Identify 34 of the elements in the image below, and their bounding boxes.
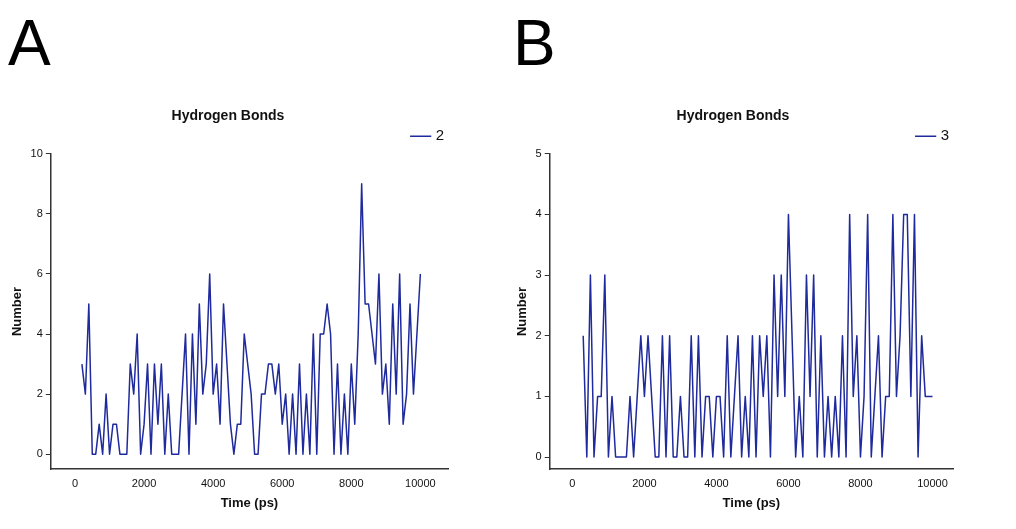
y-axis-title: Number xyxy=(9,286,25,337)
y-tick-label: 4 xyxy=(535,207,542,220)
x-tick-label: 4000 xyxy=(200,476,226,489)
y-tick-label: 5 xyxy=(535,146,542,159)
x-tick-label: 10000 xyxy=(917,476,948,489)
y-tick-label: 0 xyxy=(36,447,43,460)
text: B xyxy=(513,7,557,81)
x-tick-label: 8000 xyxy=(339,476,364,489)
legend-label: 3 xyxy=(940,126,949,144)
x-axis-title: Time (ps) xyxy=(722,494,781,510)
y-tick-label: 3 xyxy=(535,268,542,281)
y-tick-label: 2 xyxy=(535,328,542,341)
legend-label: 2 xyxy=(435,126,444,144)
text: A xyxy=(8,7,52,81)
x-tick-label: 10000 xyxy=(405,476,436,489)
y-tick-label: 8 xyxy=(36,206,43,219)
y-axis-title: Number xyxy=(514,286,530,337)
chart-title: Hydrogen Bonds xyxy=(676,107,790,124)
y-tick-label: 2 xyxy=(36,387,43,400)
x-tick-label: 0 xyxy=(569,476,576,489)
y-tick-label: 1 xyxy=(535,389,542,402)
x-tick-label: 2000 xyxy=(632,476,657,489)
x-tick-label: 0 xyxy=(71,476,79,489)
x-axis-title: Time (ps) xyxy=(220,494,279,510)
y-tick-label: 6 xyxy=(36,266,43,279)
x-tick-label: 6000 xyxy=(776,476,801,489)
x-tick-label: 2000 xyxy=(131,476,157,489)
x-tick-label: 8000 xyxy=(848,476,873,489)
y-tick-label: 0 xyxy=(535,450,542,463)
x-tick-label: 6000 xyxy=(269,476,295,489)
chart-title: Hydrogen Bonds xyxy=(171,107,285,124)
y-tick-label: 10 xyxy=(30,146,43,159)
x-tick-label: 4000 xyxy=(704,476,729,489)
y-tick-label: 4 xyxy=(36,327,43,340)
